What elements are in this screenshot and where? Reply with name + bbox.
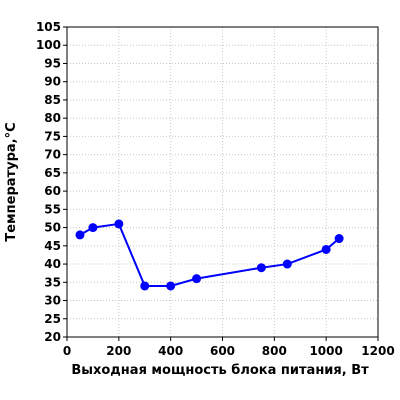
y-tick-label: 35 xyxy=(44,275,61,289)
y-tick-label: 45 xyxy=(44,239,61,253)
data-point xyxy=(75,230,85,240)
data-point xyxy=(282,259,292,269)
data-point xyxy=(334,234,344,244)
y-tick-label: 90 xyxy=(44,75,61,89)
plot-area xyxy=(66,26,379,338)
y-tick-label: 100 xyxy=(36,38,61,52)
x-tick-label: 1200 xyxy=(361,344,394,358)
grid xyxy=(66,26,379,338)
y-tick-label: 25 xyxy=(44,312,61,326)
x-tick-label: 200 xyxy=(106,344,131,358)
y-tick-label: 70 xyxy=(44,148,61,162)
y-tick-label: 105 xyxy=(36,20,61,34)
x-axis-title: Выходная мощность блока питания, Вт xyxy=(71,363,369,378)
y-tick-label: 20 xyxy=(44,330,61,344)
axis-ticks: 20 25 30 35 40 45 50 55 60 65 70 75 80 85 90 95 100 105 0 2… xyxy=(36,20,395,358)
y-tick-label: 85 xyxy=(44,93,61,107)
x-tick-label: 800 xyxy=(262,344,287,358)
series xyxy=(75,219,344,291)
series-line xyxy=(79,222,340,287)
y-tick-label: 80 xyxy=(44,111,61,125)
y-tick-label: 60 xyxy=(44,184,61,198)
y-tick-label: 95 xyxy=(44,56,61,70)
x-tick-label: 1000 xyxy=(309,344,342,358)
x-tick-label: 400 xyxy=(158,344,183,358)
y-tick-label: 30 xyxy=(44,294,61,308)
data-point xyxy=(114,219,124,229)
x-tick-label: 600 xyxy=(210,344,235,358)
y-tick-label: 55 xyxy=(44,202,61,216)
y-tick-label: 75 xyxy=(44,129,61,143)
data-point xyxy=(140,281,150,291)
data-point xyxy=(321,244,331,254)
y-tick-label: 65 xyxy=(44,166,61,180)
data-point xyxy=(166,281,176,291)
y-tick-label: 50 xyxy=(44,221,61,235)
data-point xyxy=(256,263,266,273)
y-tick-label: 40 xyxy=(44,257,61,271)
data-point xyxy=(88,223,98,233)
y-axis-title: Температура,°C xyxy=(4,122,19,241)
data-point xyxy=(192,274,202,284)
x-tick-label: 0 xyxy=(63,344,71,358)
